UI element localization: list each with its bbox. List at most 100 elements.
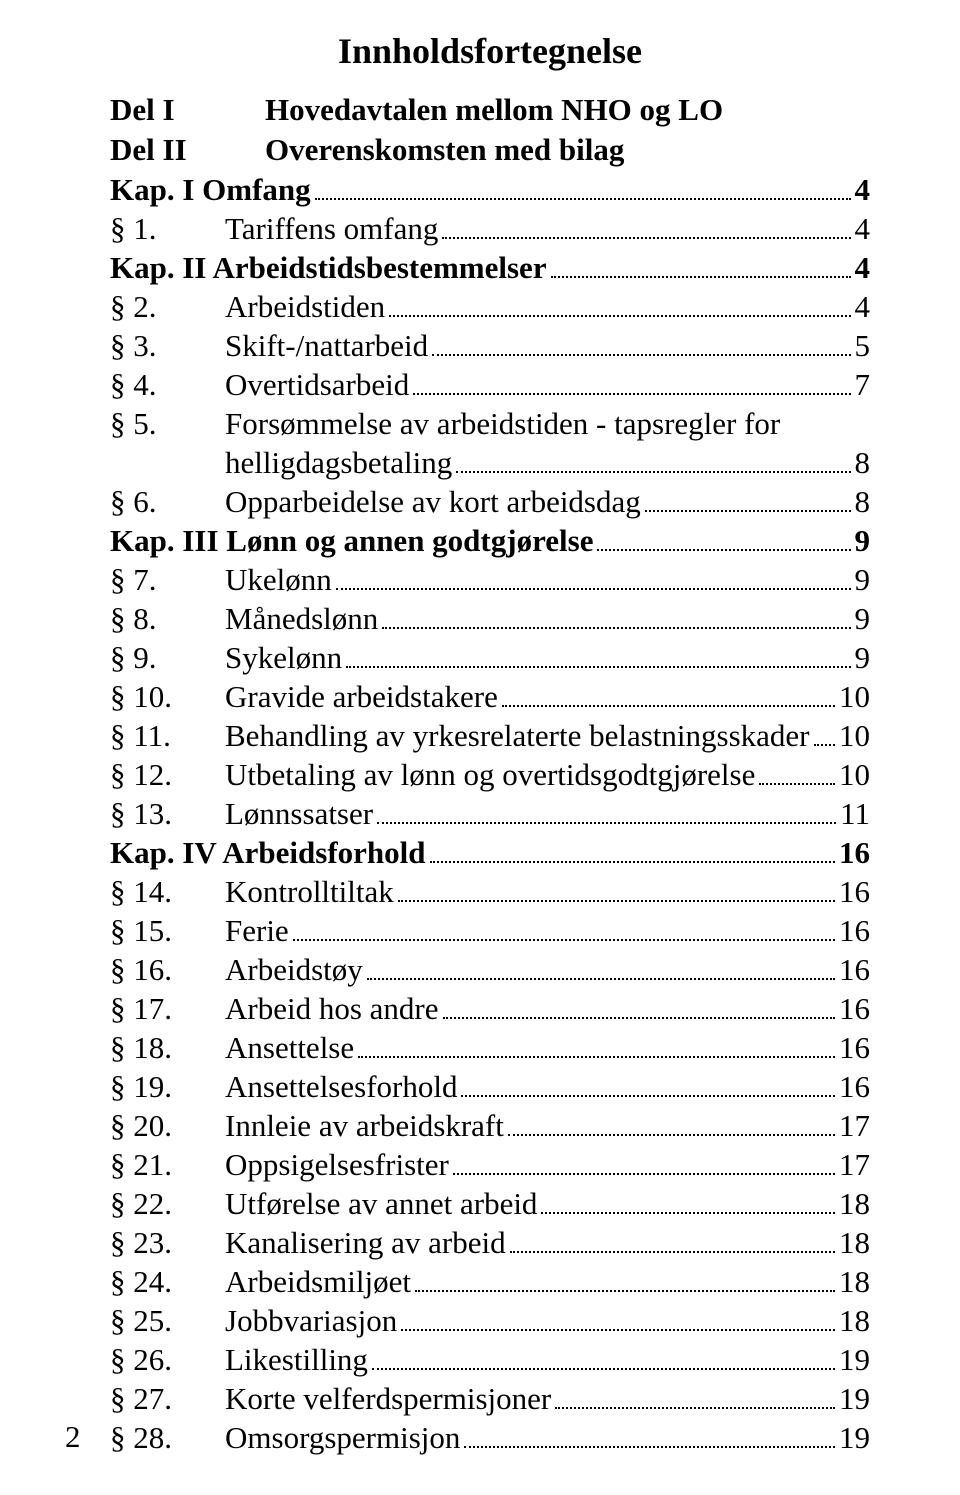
entry-text: Kap. II Arbeidstidsbestemmelser: [110, 250, 547, 286]
entry-text: Tariffens omfang: [225, 211, 438, 247]
part-row: Del IHovedavtalen mellom NHO og LO: [110, 92, 870, 128]
entry-text: Lønnssatser: [225, 796, 373, 832]
entry-text: Utbetaling av lønn og overtidsgodtgjørel…: [225, 757, 755, 793]
part-text: Overenskomsten med bilag: [265, 132, 870, 168]
document-page: Innholdsfortegnelse Del IHovedavtalen me…: [0, 0, 960, 1495]
page-number: 2: [65, 1419, 81, 1455]
toc-section-entry: § 12.Utbetaling av lønn og overtidsgodtg…: [110, 757, 870, 793]
entry-page: 4: [855, 250, 871, 286]
entry-text: Ukelønn: [225, 562, 332, 598]
leader-dots: [377, 822, 836, 824]
leader-dots: [346, 666, 850, 668]
entry-page: 9: [855, 523, 871, 559]
entry-number: § 7.: [110, 562, 225, 598]
toc-section-entry: § 5.Forsømmelse av arbeidstiden - tapsre…: [110, 406, 870, 442]
entry-text: Opparbeidelse av kort arbeidsdag: [225, 484, 641, 520]
leader-dots: [442, 237, 850, 239]
entry-number: § 1.: [110, 211, 225, 247]
entry-page: 16: [839, 913, 870, 949]
entry-number: § 21.: [110, 1147, 225, 1183]
leader-dots: [372, 1368, 835, 1370]
toc-chapter-entry: Kap. I Omfang4: [110, 172, 870, 208]
entry-page: 17: [839, 1147, 870, 1183]
leader-dots: [645, 510, 851, 512]
entry-page: 9: [855, 562, 871, 598]
leader-dots: [315, 198, 851, 200]
entry-number: § 19.: [110, 1069, 225, 1105]
toc-section-entry: § 14.Kontrolltiltak16: [110, 874, 870, 910]
toc-section-entry: § 7.Ukelønn 9: [110, 562, 870, 598]
toc-section-entry: § 4.Overtidsarbeid7: [110, 367, 870, 403]
entry-page: 16: [839, 1030, 870, 1066]
entry-number: § 13.: [110, 796, 225, 832]
entry-text: Arbeidstøy: [225, 952, 363, 988]
entry-number: § 3.: [110, 328, 225, 364]
entry-number: § 10.: [110, 679, 225, 715]
entry-number: § 20.: [110, 1108, 225, 1144]
entry-page: 9: [855, 601, 871, 637]
entry-number: § 4.: [110, 367, 225, 403]
toc-section-entry: § 13.Lønnssatser11: [110, 796, 870, 832]
entry-page: 18: [839, 1186, 870, 1222]
leader-dots: [597, 549, 850, 551]
entry-page: 10: [839, 679, 870, 715]
toc-section-entry: § 3.Skift-/nattarbeid5: [110, 328, 870, 364]
entry-page: 16: [839, 1069, 870, 1105]
entry-text: Likestilling: [225, 1342, 368, 1378]
entry-page: 9: [855, 640, 871, 676]
leader-dots: [367, 978, 835, 980]
leader-dots: [413, 393, 850, 395]
leader-dots: [508, 1134, 835, 1136]
entry-page: 7: [855, 367, 871, 403]
toc-section-entry: § 28.Omsorgspermisjon19: [110, 1420, 870, 1456]
entry-text: Behandling av yrkesrelaterte belastnings…: [225, 718, 810, 754]
entry-page: 16: [839, 952, 870, 988]
entry-text: Kap. I Omfang: [110, 172, 311, 208]
entry-text: Oppsigelsesfrister: [225, 1147, 449, 1183]
entry-text: Jobbvariasjon: [225, 1303, 397, 1339]
leader-dots: [759, 783, 835, 785]
part-label: Del I: [110, 92, 265, 128]
toc-section-entry: § 19.Ansettelsesforhold16: [110, 1069, 870, 1105]
entry-page: 4: [855, 211, 871, 247]
entry-text: Kap. III Lønn og annen godtgjørelse: [110, 523, 593, 559]
entry-page: 18: [839, 1303, 870, 1339]
toc-section-entry: § 6.Opparbeidelse av kort arbeidsdag8: [110, 484, 870, 520]
entry-number: § 17.: [110, 991, 225, 1027]
leader-dots: [293, 939, 835, 941]
leader-dots: [555, 1407, 835, 1409]
entry-page: 19: [839, 1381, 870, 1417]
toc-section-entry: § 2.Arbeidstiden4: [110, 289, 870, 325]
toc-section-entry-cont: helligdagsbetaling8: [110, 445, 870, 481]
entry-page: 4: [855, 289, 871, 325]
entry-number: § 26.: [110, 1342, 225, 1378]
leader-dots: [510, 1251, 835, 1253]
leader-dots: [502, 705, 835, 707]
toc-section-entry: § 25.Jobbvariasjon 18: [110, 1303, 870, 1339]
entry-page: 10: [839, 757, 870, 793]
entry-text: Gravide arbeidstakere: [225, 679, 498, 715]
toc-section-entry: § 11.Behandling av yrkesrelaterte belast…: [110, 718, 870, 754]
entry-number: § 14.: [110, 874, 225, 910]
leader-dots: [453, 1173, 835, 1175]
entry-number: § 16.: [110, 952, 225, 988]
leader-dots: [401, 1329, 835, 1331]
entry-number: § 11.: [110, 718, 225, 754]
toc-title: Innholdsfortegnelse: [110, 30, 870, 72]
parts-block: Del IHovedavtalen mellom NHO og LODel II…: [110, 92, 870, 168]
entry-page: 19: [839, 1420, 870, 1456]
entry-number: § 9.: [110, 640, 225, 676]
toc-section-entry: § 26.Likestilling19: [110, 1342, 870, 1378]
entry-page: 16: [839, 991, 870, 1027]
entry-number: § 15.: [110, 913, 225, 949]
entry-number: § 28.: [110, 1420, 225, 1456]
leader-dots: [336, 588, 851, 590]
leader-dots: [358, 1056, 835, 1058]
toc-section-entry: § 27.Korte velferdspermisjoner19: [110, 1381, 870, 1417]
entry-text: Arbeidstiden: [225, 289, 385, 325]
entry-number: § 25.: [110, 1303, 225, 1339]
leader-dots: [415, 1290, 835, 1292]
entry-text: Korte velferdspermisjoner: [225, 1381, 551, 1417]
toc-chapter-entry: Kap. II Arbeidstidsbestemmelser 4: [110, 250, 870, 286]
entry-number: § 22.: [110, 1186, 225, 1222]
